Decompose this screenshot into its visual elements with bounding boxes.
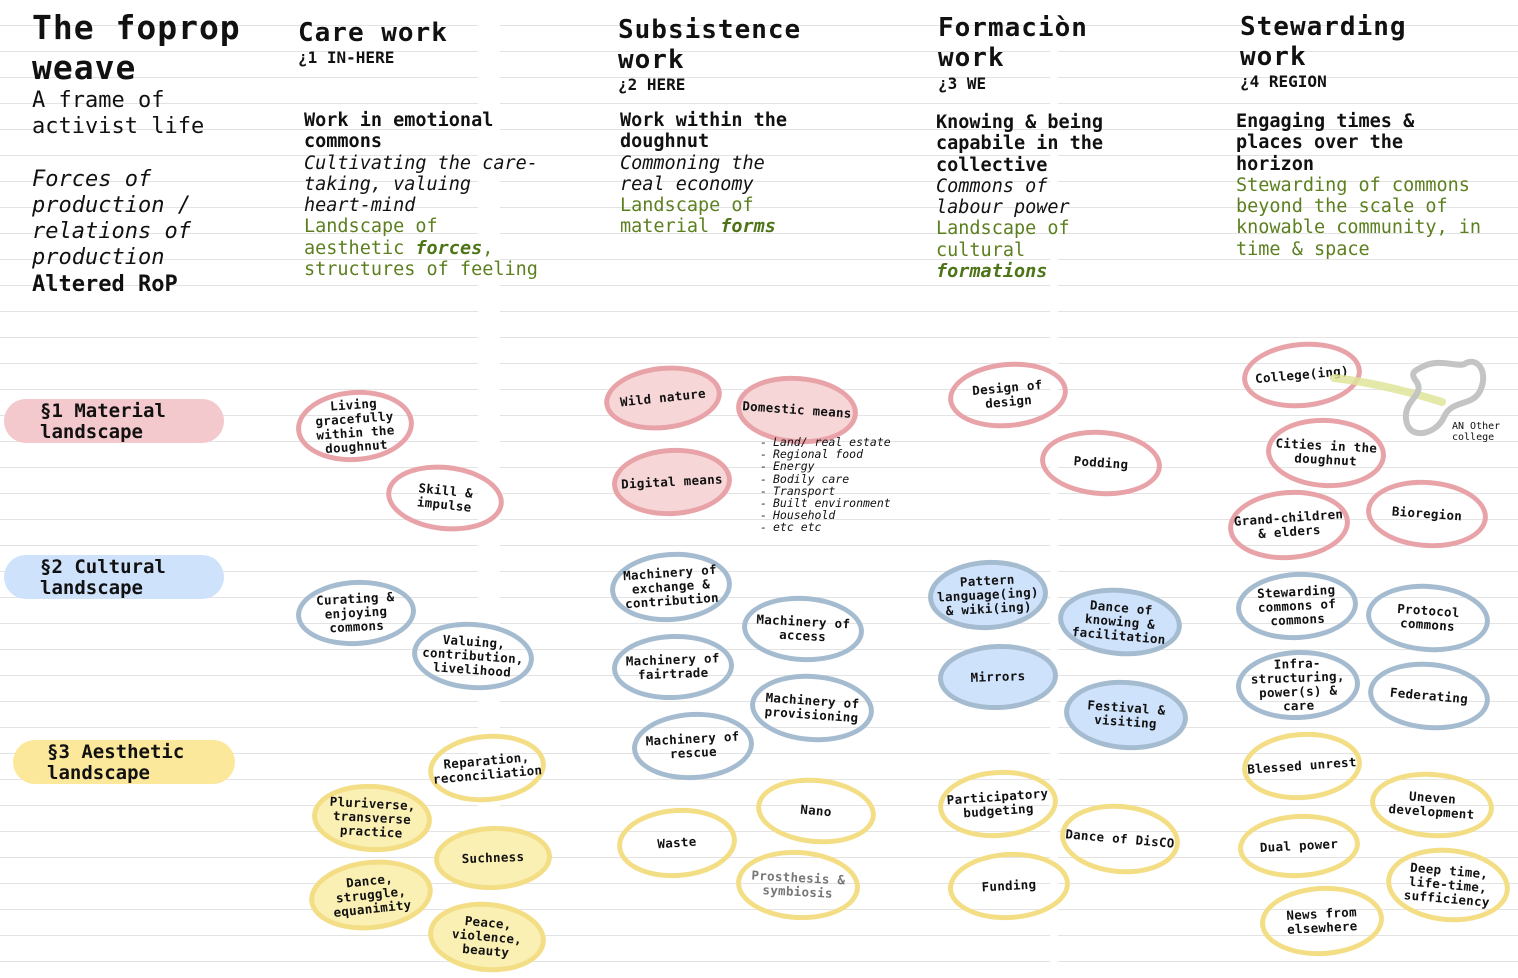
node-participatory-budgeting: Participatory budgeting <box>935 765 1061 843</box>
node-curating: Curating & enjoying commons <box>294 576 418 650</box>
node-bioregion: Bioregion <box>1363 475 1491 553</box>
page-subtitle: A frame of activist life <box>32 88 205 139</box>
column-description: Knowing & being capabile in the collecti… <box>936 112 1116 282</box>
node-machinery-rescue: Machinery of rescue <box>630 708 756 784</box>
domestic-means-list: Land/ real estate Regional food Energy B… <box>760 436 891 534</box>
column-title: Stewarding work <box>1240 12 1407 72</box>
node-waste: Waste <box>614 803 740 883</box>
column-title: Formaciòn work <box>938 13 1088 73</box>
node-federating: Federating <box>1365 656 1493 736</box>
column-title: Care work <box>298 18 448 48</box>
blob-shape-icon <box>1402 358 1487 437</box>
desc-green: Landscape of aesthetic forces, structure… <box>304 216 538 281</box>
node-festival: Festival & visiting <box>1061 675 1191 755</box>
node-prosthesis: Prosthesis & symbiosis <box>734 846 862 924</box>
column-title: Subsistence work <box>618 15 802 75</box>
desc-bold: Engaging times & places over the horizon <box>1236 111 1415 175</box>
node-digital-means: Digital means <box>610 444 734 520</box>
node-machinery-provisioning: Machinery of provisioning <box>747 669 877 747</box>
desc-bold: Work within the doughnut <box>620 110 788 153</box>
means-item: Household <box>760 509 891 522</box>
desc-italic: Commoning the real economy <box>620 152 765 195</box>
node-dance-disco: Dance of DisCO <box>1057 798 1183 880</box>
node-blessed-unrest: Blessed unrest <box>1239 727 1365 805</box>
node-stewarding-commons: Stewarding commons of commons <box>1234 568 1360 644</box>
means-item: Energy <box>760 460 891 473</box>
node-reparation: Reparation, reconciliation <box>425 728 549 808</box>
node-suchness: Suchness <box>432 823 554 893</box>
means-item: Transport <box>760 485 891 498</box>
column-number: ¿3 WE <box>938 74 987 93</box>
means-item: Land/ real estate <box>760 436 891 449</box>
column-description: Work in emotional commons Cultivating th… <box>304 110 544 280</box>
node-dance-struggle: Dance, struggle, equanimity <box>305 853 437 937</box>
node-mirrors: Mirrors <box>936 641 1060 713</box>
an-other-college-label: AN Other college <box>1452 421 1501 443</box>
row-label-material: §1 Material landscape <box>4 399 224 443</box>
row-label-aesthetic: §3 Aesthetic landscape <box>13 740 235 784</box>
node-grandchildren: Grand-children & elders <box>1225 485 1353 565</box>
desc-green: Stewarding of commons beyond the scale o… <box>1236 174 1482 260</box>
node-living-gracefully: Living gracefully within the doughnut <box>293 385 417 467</box>
column-number: ¿1 IN-HERE <box>298 48 395 67</box>
node-machinery-exchange: Machinery of exchange & contribution <box>607 547 735 627</box>
connector-line <box>1330 374 1446 406</box>
node-dance-knowing: Dance of knowing & facilitation <box>1055 582 1185 662</box>
node-pluriverse: Pluriverse, transverse practice <box>310 780 434 856</box>
desc-green: Landscape of cultural formations <box>936 218 1070 283</box>
desc-bold: Knowing & being capabile in the collecti… <box>936 112 1104 176</box>
node-machinery-fairtrade: Machinery of fairtrade <box>610 631 736 703</box>
means-item: Built environment <box>760 497 891 510</box>
page-title: The foprop weave <box>32 8 241 87</box>
column-number: ¿2 HERE <box>618 75 686 94</box>
row-label-cultural: §2 Cultural landscape <box>4 555 224 599</box>
node-cities: Cities in the doughnut <box>1264 414 1388 492</box>
node-pattern-language: Pattern language(ing) & wiki(ing) <box>926 556 1050 634</box>
node-valuing: Valuing, contribution, livelihood <box>409 617 537 695</box>
node-dual-power: Dual power <box>1236 810 1362 882</box>
node-infrastructuring: Infra-structuring, power(s) & care <box>1234 647 1362 723</box>
node-peace: Peace, violence, beauty <box>425 896 549 978</box>
desc-green: Landscape of material forms <box>620 195 776 238</box>
node-news-elsewhere: News from elsewhere <box>1258 882 1386 960</box>
node-protocol-commons: Protocol commons <box>1363 579 1493 657</box>
node-wild-nature: Wild nature <box>600 360 726 436</box>
column-description: Engaging times & places over the horizon… <box>1236 111 1486 260</box>
means-item: Regional food <box>760 448 891 461</box>
means-item: etc etc <box>760 521 891 534</box>
node-deep-time: Deep time, life-time, sufficiency <box>1383 842 1513 928</box>
desc-bold: Work in emotional commons <box>304 110 494 153</box>
means-item: Bodily care <box>760 472 891 485</box>
node-nano: Nano <box>753 772 879 850</box>
column-description: Work within the doughnut Commoning the r… <box>620 110 800 238</box>
node-uneven-development: Uneven development <box>1367 767 1497 843</box>
node-machinery-access: Machinery of access <box>740 592 866 666</box>
desc-italic: Commons of labour power <box>936 175 1070 219</box>
altered-rop: Altered RoP <box>32 272 178 297</box>
forces-text: Forces of production / relations of prod… <box>32 167 191 270</box>
column-number: ¿4 REGION <box>1240 72 1327 91</box>
desc-italic: Cultivating the care-taking, valuing hea… <box>304 152 538 217</box>
